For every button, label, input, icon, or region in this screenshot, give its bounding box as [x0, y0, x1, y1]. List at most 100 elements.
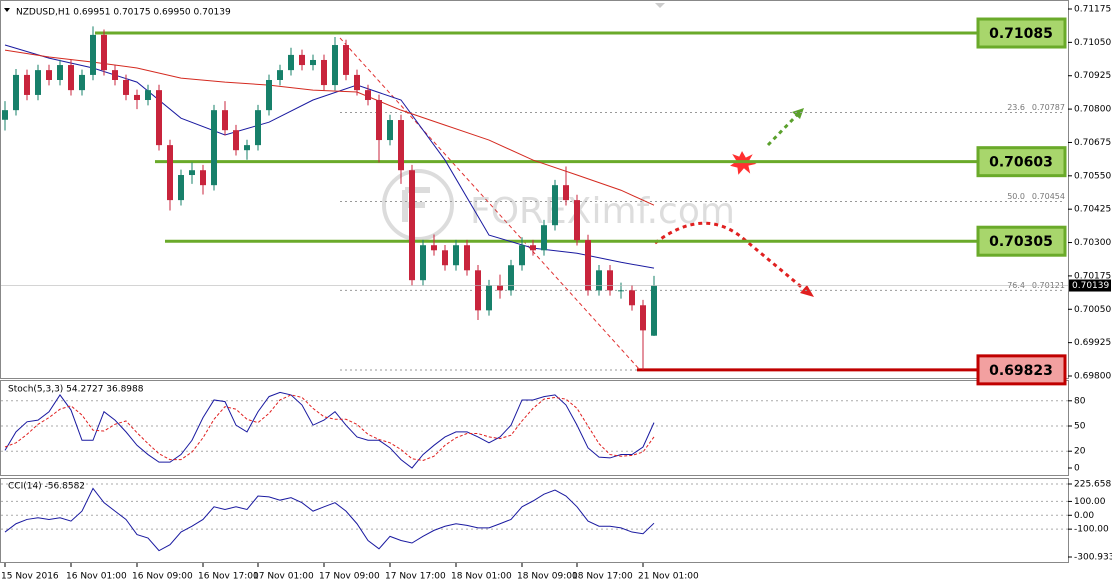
candle-body: [46, 70, 52, 80]
candle-body: [178, 175, 184, 201]
candle-body: [79, 74, 85, 91]
candle-body: [255, 110, 261, 146]
candle-body: [387, 120, 393, 141]
shift-marker: [655, 3, 665, 8]
candle-body: [574, 200, 580, 241]
candle-body: [244, 145, 250, 151]
candle-body: [167, 145, 173, 201]
candle-body: [123, 79, 129, 95]
y-tick-label: 0.70300: [1074, 238, 1111, 248]
candle-body: [222, 110, 228, 131]
fib-value: 0.70787: [1032, 103, 1065, 112]
candle-body: [464, 245, 470, 271]
x-tick-label: 17 Nov 17:00: [385, 572, 446, 582]
candle-body: [112, 70, 118, 80]
y-tick-label: -100.00: [1074, 525, 1109, 535]
main-header: NZDUSD,H1 0.69951 0.70175 0.69950 0.7013…: [16, 8, 231, 18]
main-panel: [0, 0, 1069, 379]
y-tick-label: 0.69925: [1074, 338, 1111, 348]
y-tick-label: 100.00: [1074, 497, 1106, 507]
candle-body: [68, 65, 74, 91]
trend-line: [339, 37, 641, 371]
level-box: [976, 17, 1067, 49]
candle-body: [310, 59, 316, 66]
level-label: 0.69823: [989, 363, 1053, 379]
fib-ratio: 50.0: [1007, 192, 1025, 201]
level-label: 0.70305: [989, 234, 1053, 250]
candle-body: [486, 285, 492, 311]
symbol-menu-icon: [4, 8, 10, 12]
y-tick-label: 0.00: [1074, 511, 1094, 521]
bullish-arrow: [766, 112, 800, 147]
y-tick-label: 0.70550: [1074, 171, 1111, 181]
level-box: [976, 225, 1067, 257]
current-price-label: 0.70139: [1072, 281, 1109, 291]
candle-body: [541, 225, 547, 251]
candle-body: [651, 285, 657, 336]
candle-body: [519, 245, 525, 266]
x-tick-label: 18 Nov 09:00: [517, 572, 578, 582]
candle-body: [13, 74, 19, 111]
candle-body: [332, 45, 338, 86]
y-tick-label: 0.70425: [1074, 205, 1111, 215]
candle-body: [530, 245, 536, 251]
x-tick-label: 16 Nov 01:00: [66, 572, 127, 582]
candle-body: [497, 285, 503, 291]
y-tick-label: -300.933: [1074, 553, 1112, 563]
candle-body: [354, 74, 360, 91]
x-tick-label: 18 Nov 01:00: [451, 572, 512, 582]
candle-body: [431, 245, 437, 251]
fib-ratio: 23.6: [1007, 103, 1025, 112]
bearish-arrow: [654, 221, 806, 292]
candle-body: [552, 185, 558, 226]
candle-body: [376, 100, 382, 141]
level-box: [976, 146, 1067, 178]
candle-body: [24, 74, 30, 95]
y-tick-label: 0.71050: [1074, 38, 1111, 48]
y-tick-label: 0.70050: [1074, 305, 1111, 315]
candle-body: [90, 34, 96, 75]
candle-body: [101, 34, 107, 71]
y-tick-label: 0.70925: [1074, 71, 1111, 81]
fib-value: 0.70454: [1032, 192, 1065, 201]
x-tick-label: 21 Nov 01:00: [638, 572, 699, 582]
y-tick-label: 0.70675: [1074, 138, 1111, 148]
candle-body: [607, 270, 613, 291]
y-tick-label: 0: [1074, 464, 1080, 474]
candle-body: [134, 94, 140, 101]
candle-body: [398, 120, 404, 171]
candle-body: [189, 170, 195, 176]
stoch-panel: [0, 380, 1069, 476]
x-tick-label: 16 Nov 09:00: [132, 572, 193, 582]
candle-body: [585, 240, 591, 291]
bullish-arrow-head: [792, 108, 804, 119]
cci-header: CCI(14) -56.8582: [8, 482, 85, 492]
candle-body: [145, 90, 151, 101]
candle-body: [266, 79, 272, 111]
candle-body: [57, 65, 63, 80]
stoch-header: Stoch(5,3,3) 54.2727 36.8988: [8, 385, 144, 395]
x-tick-label: 18 Nov 17:00: [572, 572, 633, 582]
candle-body: [200, 170, 206, 186]
candle-body: [211, 110, 217, 186]
candle-body: [233, 130, 239, 151]
y-tick-label: 20: [1074, 447, 1086, 457]
candle-body: [596, 270, 602, 291]
level-box: [976, 354, 1067, 386]
watermark: FOREXimf.com: [470, 191, 735, 232]
indicator-line: [4, 487, 655, 552]
candle-body: [618, 290, 624, 292]
candle-body: [321, 59, 327, 86]
current-price-box: [1069, 279, 1111, 292]
indicator-line: [4, 391, 655, 469]
candle-body: [299, 54, 305, 66]
candle-body: [442, 250, 448, 266]
x-tick-label: 16 Nov 17:00: [198, 572, 259, 582]
candle-body: [277, 70, 283, 80]
candle-body: [365, 90, 371, 101]
level-label: 0.70603: [989, 155, 1053, 171]
candle-body: [508, 265, 514, 291]
candle-body: [288, 54, 294, 71]
